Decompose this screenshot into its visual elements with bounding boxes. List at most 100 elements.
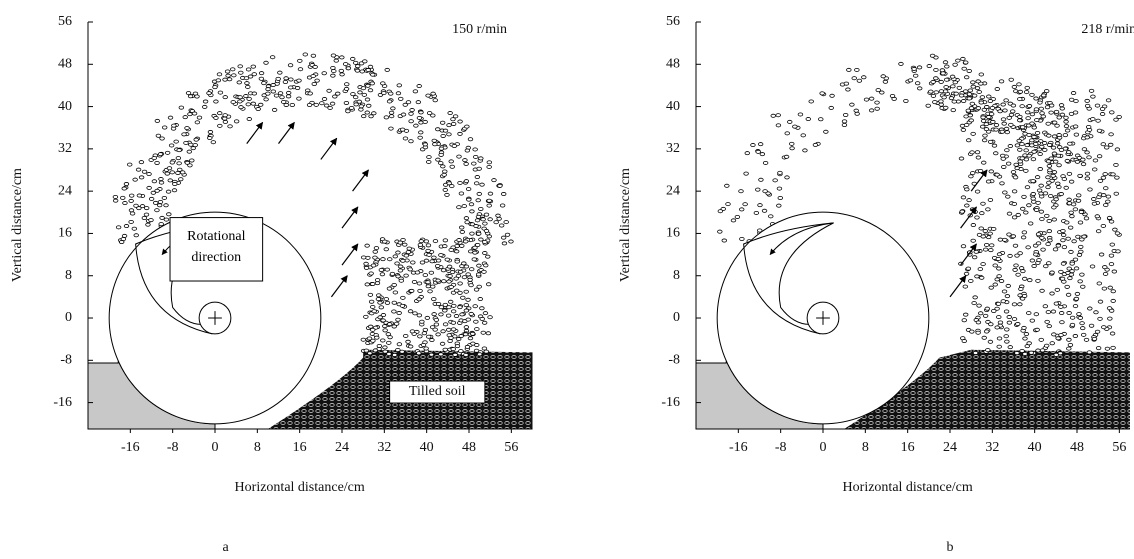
soil-particle — [135, 167, 142, 172]
soil-particle — [1096, 128, 1103, 133]
soil-particle — [431, 297, 437, 302]
soil-particle — [1096, 154, 1103, 159]
soil-particle — [123, 182, 130, 187]
soil-particle — [402, 136, 409, 141]
soil-particle — [1015, 212, 1021, 217]
y-tick-label: 24 — [58, 183, 72, 198]
soil-particle — [384, 267, 390, 272]
soil-particle — [970, 80, 976, 85]
soil-particle — [450, 121, 457, 126]
soil-particle — [994, 277, 1000, 282]
soil-particle — [1114, 175, 1120, 180]
soil-particle — [438, 161, 444, 166]
motion-arrow — [341, 243, 359, 266]
soil-particle — [949, 74, 956, 79]
soil-particle — [1002, 190, 1008, 195]
soil-particle — [440, 329, 446, 334]
soil-particle — [367, 351, 373, 356]
x-tick-label: 32 — [377, 440, 391, 455]
soil-particle — [357, 90, 363, 95]
soil-particle — [163, 217, 170, 222]
soil-particle — [1108, 142, 1114, 147]
soil-particle — [283, 76, 289, 81]
soil-particle — [966, 138, 972, 143]
soil-particle — [1003, 98, 1009, 103]
soil-particle — [1000, 102, 1006, 107]
soil-particle — [1095, 346, 1102, 351]
soil-particle — [975, 330, 981, 335]
soil-particle — [419, 260, 426, 265]
soil-particle — [775, 113, 781, 118]
soil-particle — [469, 331, 476, 336]
soil-particle — [856, 78, 863, 83]
soil-particle — [1031, 199, 1037, 204]
soil-particle — [221, 116, 228, 121]
soil-particle — [370, 72, 376, 77]
soil-particle — [435, 301, 442, 306]
soil-particle — [391, 324, 397, 329]
soil-particle — [1020, 269, 1026, 274]
soil-particle — [959, 209, 965, 214]
soil-particle — [187, 112, 193, 117]
soil-particle — [1064, 220, 1070, 225]
soil-particle — [1001, 164, 1007, 169]
soil-particle — [828, 105, 834, 110]
soil-particle — [1019, 104, 1025, 109]
soil-particle — [1020, 206, 1026, 211]
soil-particle — [997, 109, 1003, 114]
soil-particle — [960, 99, 967, 104]
soil-particle — [429, 259, 435, 264]
soil-particle — [425, 280, 431, 285]
soil-particle — [1060, 228, 1066, 233]
soil-particle — [1007, 345, 1013, 350]
soil-particle — [1000, 156, 1006, 161]
soil-particle — [963, 75, 970, 80]
soil-particle — [738, 189, 744, 194]
soil-particle — [1061, 245, 1068, 250]
soil-particle — [1019, 125, 1026, 130]
soil-particle — [978, 100, 984, 105]
soil-particle — [1110, 172, 1116, 177]
soil-particle — [952, 80, 958, 85]
soil-particle — [350, 92, 356, 97]
soil-particle — [983, 127, 990, 132]
soil-particle — [445, 313, 452, 318]
soil-particle — [166, 212, 172, 217]
soil-particle — [1064, 284, 1070, 289]
soil-particle — [461, 261, 467, 266]
soil-particle — [978, 72, 985, 77]
soil-particle — [1100, 193, 1107, 198]
soil-particle — [1034, 118, 1040, 123]
soil-particle — [903, 98, 909, 103]
soil-particle — [1014, 166, 1020, 171]
soil-particle — [1040, 247, 1046, 252]
soil-particle — [1035, 278, 1041, 283]
soil-particle — [1102, 271, 1109, 276]
soil-particle — [969, 150, 975, 155]
soil-particle — [1004, 327, 1010, 332]
soil-particle — [996, 315, 1002, 320]
soil-particle — [1072, 257, 1079, 262]
soil-particle — [743, 171, 749, 176]
soil-particle — [968, 174, 974, 179]
soil-particle — [449, 164, 455, 169]
soil-particle — [238, 70, 244, 75]
soil-particle — [1084, 171, 1091, 176]
motion-arrow — [320, 137, 338, 160]
soil-particle — [501, 192, 507, 197]
soil-particle — [379, 272, 386, 277]
soil-particle — [457, 305, 463, 310]
soil-particle — [1033, 107, 1040, 112]
soil-particle — [446, 264, 453, 269]
soil-particle — [444, 192, 450, 197]
soil-particle — [1109, 110, 1115, 115]
soil-particle — [1030, 179, 1036, 184]
soil-particle — [194, 120, 201, 125]
soil-particle — [429, 338, 435, 343]
soil-particle — [938, 79, 944, 84]
soil-particle — [365, 68, 371, 73]
soil-particle — [391, 309, 397, 314]
soil-particle — [258, 76, 265, 81]
soil-particle — [458, 349, 464, 354]
soil-particle — [730, 218, 737, 223]
